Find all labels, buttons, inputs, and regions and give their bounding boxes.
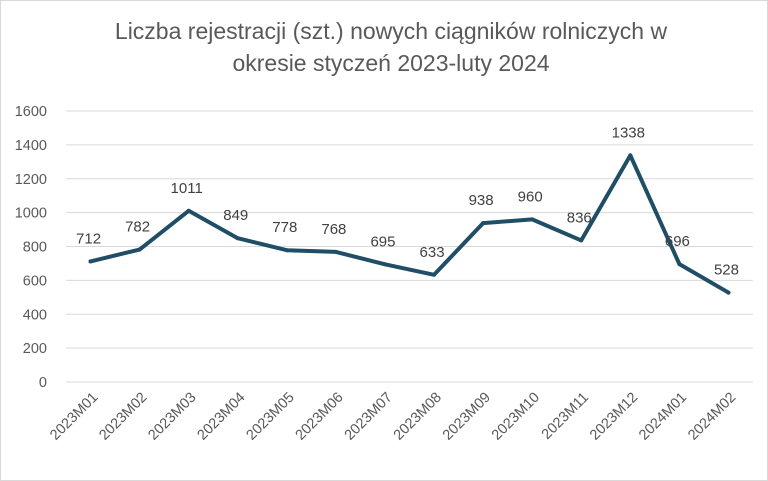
data-point-2023M03: [186, 208, 191, 213]
chart-title-line-1: Liczba rejestracji (szt.) nowych ciągnik…: [114, 18, 668, 44]
x-tick-label-2023M05: 2023M05: [244, 390, 298, 444]
data-label-2023M02: 782: [125, 219, 150, 236]
x-tick-label-2023M06: 2023M06: [293, 390, 347, 444]
y-tick-label-600: 600: [23, 273, 47, 289]
x-tick-label-2023M01: 2023M01: [47, 390, 101, 444]
data-label-2023M09: 938: [469, 192, 494, 209]
x-tick-label-2023M03: 2023M03: [145, 390, 199, 444]
x-tick-label-2023M11: 2023M11: [539, 390, 592, 443]
data-label-2023M11: 836: [567, 209, 592, 226]
y-tick-label-800: 800: [23, 240, 47, 256]
y-tick-label-1000: 1000: [15, 206, 47, 222]
data-point-2023M02: [137, 247, 142, 252]
data-point-2023M01: [88, 259, 93, 264]
data-point-2023M05: [284, 248, 289, 253]
data-label-2024M02: 528: [714, 262, 739, 279]
chart-title: Liczba rejestracji (szt.) nowych ciągnik…: [61, 15, 721, 79]
x-tick-label-2023M12: 2023M12: [587, 390, 641, 444]
data-label-2024M01: 696: [665, 233, 690, 250]
data-label-2023M01: 712: [76, 230, 101, 247]
x-tick-label-2024M01: 2024M01: [636, 390, 690, 444]
x-tick-label-2023M04: 2023M04: [195, 390, 249, 444]
data-point-2023M12: [628, 153, 633, 158]
y-tick-label-0: 0: [39, 375, 47, 391]
data-point-2023M06: [333, 249, 338, 254]
data-label-2023M08: 633: [420, 244, 445, 261]
data-point-2023M10: [530, 217, 535, 222]
series-line: [88, 153, 731, 295]
data-point-2024M01: [677, 262, 682, 267]
x-tick-label-2023M07: 2023M07: [342, 390, 396, 444]
data-label-2023M05: 778: [272, 219, 297, 236]
data-point-2023M11: [579, 238, 584, 243]
chart-title-line-2: okresie styczeń 2023-luty 2024: [232, 50, 550, 76]
data-point-2023M07: [382, 262, 387, 267]
data-label-2023M06: 768: [321, 221, 346, 238]
x-tick-label-2023M09: 2023M09: [440, 390, 494, 444]
data-label-2023M10: 960: [518, 188, 543, 205]
x-tick-label-2024M02: 2024M02: [685, 390, 739, 444]
data-label-2023M03: 1011: [171, 180, 203, 197]
data-label-2023M07: 695: [370, 233, 395, 250]
y-tick-label-1600: 1600: [15, 104, 47, 120]
data-label-2023M12: 1338: [612, 124, 645, 141]
y-tick-label-1200: 1200: [15, 172, 47, 188]
x-tick-label-2023M02: 2023M02: [96, 390, 150, 444]
data-point-2024M02: [726, 290, 731, 295]
y-tick-label-1400: 1400: [15, 138, 47, 154]
x-tick-label-2023M10: 2023M10: [489, 390, 543, 444]
data-point-2023M09: [481, 221, 486, 226]
y-tick-label-200: 200: [23, 341, 47, 357]
data-point-2023M08: [432, 272, 437, 277]
data-point-2023M04: [235, 236, 240, 241]
data-label-2023M04: 849: [223, 207, 248, 224]
x-tick-label-2023M08: 2023M08: [391, 390, 445, 444]
y-tick-label-400: 400: [23, 307, 47, 323]
